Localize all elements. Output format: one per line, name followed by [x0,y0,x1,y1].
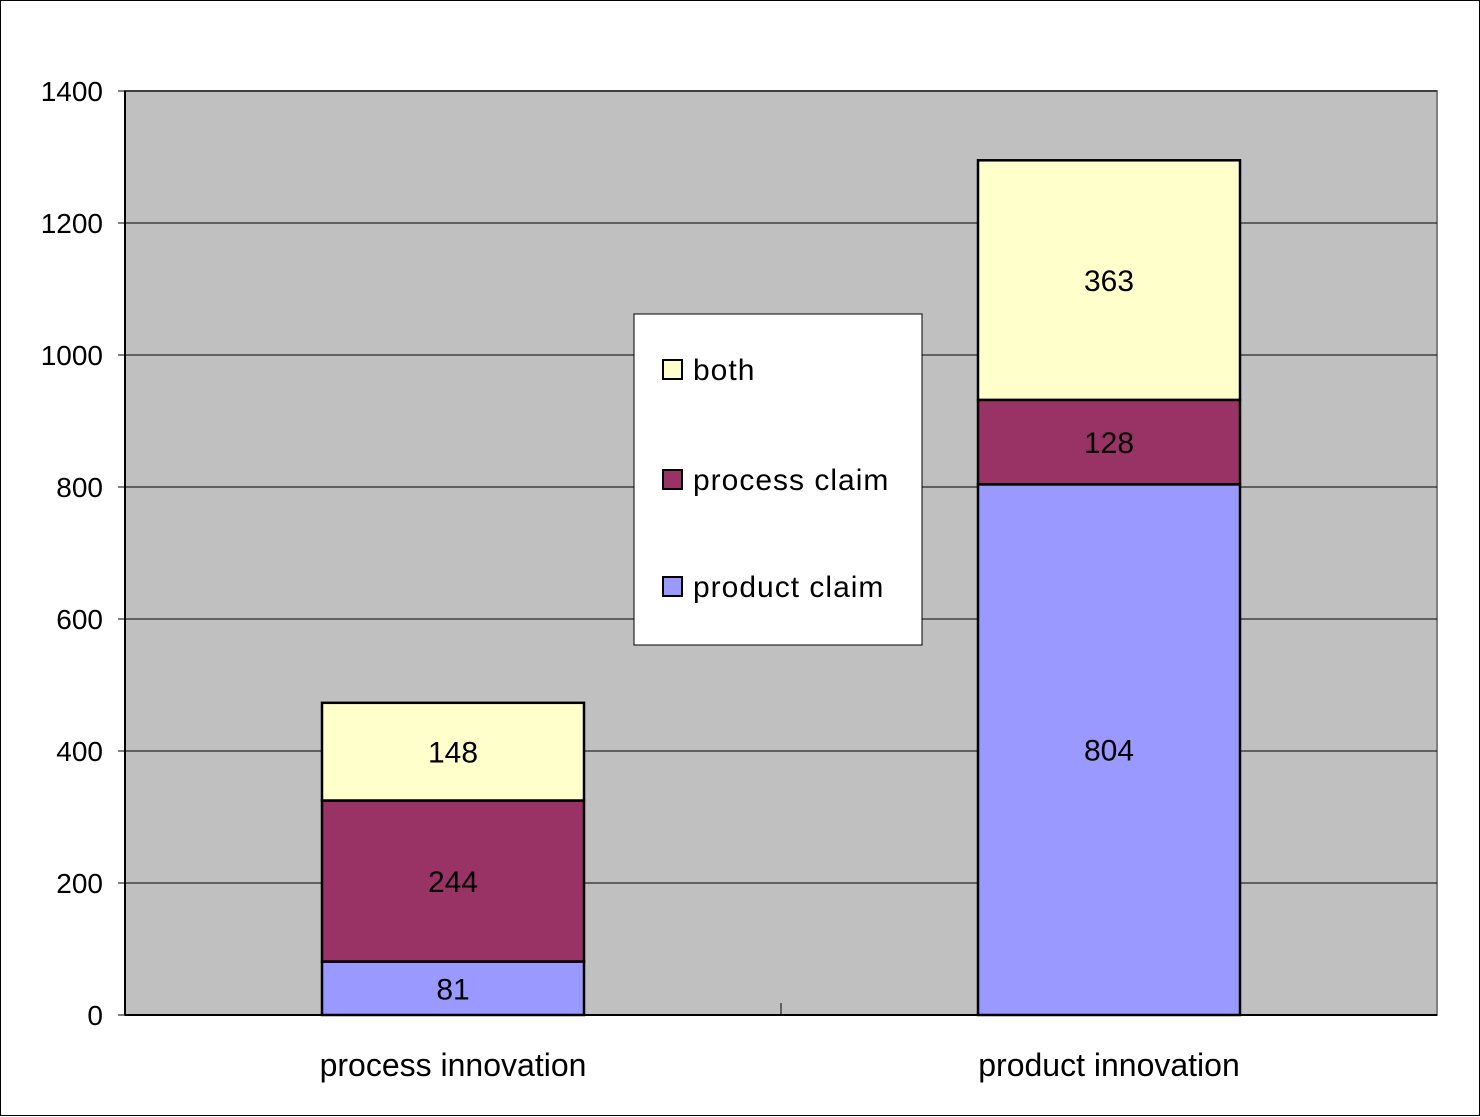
legend-swatch [662,469,683,490]
data-label: 244 [428,866,478,899]
axes: 0 200 400 600 800 1000 1200 1400 process innovat… [41,76,1437,1083]
data-labels: 81 244 148 804 128 363 [428,265,1134,1006]
y-tick-label: 200 [56,868,103,899]
legend-swatch [662,359,683,380]
y-tick-label: 0 [87,1000,103,1031]
legend: both process claim product claim [633,313,923,646]
x-category-label: product innovation [978,1047,1240,1083]
legend-swatch [662,576,683,597]
bars [320,159,1242,1017]
bar-segment [976,483,1242,1017]
y-tick-label: 600 [56,604,103,635]
bar-segment [320,701,586,802]
data-label: 148 [428,737,478,770]
y-tick-label: 400 [56,736,103,767]
data-label: 81 [436,973,469,1006]
x-category-label: process innovation [320,1047,587,1083]
data-label: 804 [1084,735,1134,768]
bar-segment [976,398,1242,486]
legend-label: both [693,354,755,387]
bar-segment [976,159,1242,402]
y-tick-label: 1000 [41,340,103,371]
legend-label: process claim [693,464,889,497]
bar-segment [320,960,586,1017]
data-label: 363 [1084,265,1134,298]
bar-segment [320,799,586,963]
y-tick-label: 1400 [41,76,103,107]
data-label: 128 [1084,427,1134,460]
y-tick-label: 800 [56,472,103,503]
y-tick-label: 1200 [41,208,103,239]
legend-label: product claim [693,571,884,604]
